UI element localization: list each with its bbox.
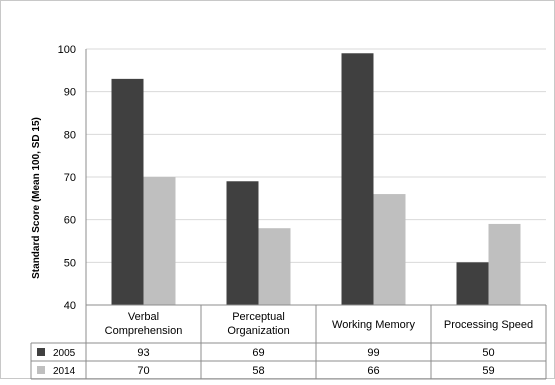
bar-2005 — [341, 53, 374, 306]
legend-label: 2005 — [53, 348, 76, 359]
data-label: 70 — [137, 365, 149, 377]
y-axis-label: Standard Score (Mean 100, SD 15) — [31, 117, 42, 279]
legend-swatch — [37, 348, 45, 356]
bar-2005 — [111, 78, 144, 305]
data-label: 93 — [137, 347, 149, 359]
data-label: 58 — [252, 365, 264, 377]
data-label: 59 — [482, 365, 494, 377]
category-label: Working Memory — [332, 319, 415, 331]
category-label: Organization — [227, 325, 289, 337]
category-label: Comprehension — [105, 325, 183, 337]
bar-2005 — [226, 181, 259, 305]
y-tick-label: 70 — [64, 172, 76, 184]
category-label: Verbal — [128, 311, 159, 323]
data-label: 50 — [482, 347, 494, 359]
data-label: 69 — [252, 347, 264, 359]
bars — [111, 53, 521, 306]
bar-2014 — [373, 194, 406, 305]
bar-2014 — [258, 228, 291, 305]
y-tick-label: 40 — [64, 300, 76, 312]
y-tick-labels: 40 50 60 70 80 90 100 — [58, 44, 76, 312]
data-label: 66 — [367, 365, 379, 377]
y-tick-label: 80 — [64, 129, 76, 141]
y-tick-label: 100 — [58, 44, 76, 56]
data-label: 99 — [367, 347, 379, 359]
bar-2014 — [143, 177, 176, 305]
y-tick-label: 60 — [64, 215, 76, 227]
y-tick-label: 50 — [64, 257, 76, 269]
y-tick-label: 90 — [64, 87, 76, 99]
category-label: Processing Speed — [444, 319, 533, 331]
legend-label: 2014 — [53, 366, 76, 377]
legend-swatch — [37, 366, 45, 374]
bar-2005 — [456, 262, 489, 305]
category-label: Perceptual — [232, 311, 285, 323]
bar-2014 — [488, 223, 521, 305]
data-table: Verbal Comprehension Perceptual Organizatio… — [30, 304, 547, 380]
